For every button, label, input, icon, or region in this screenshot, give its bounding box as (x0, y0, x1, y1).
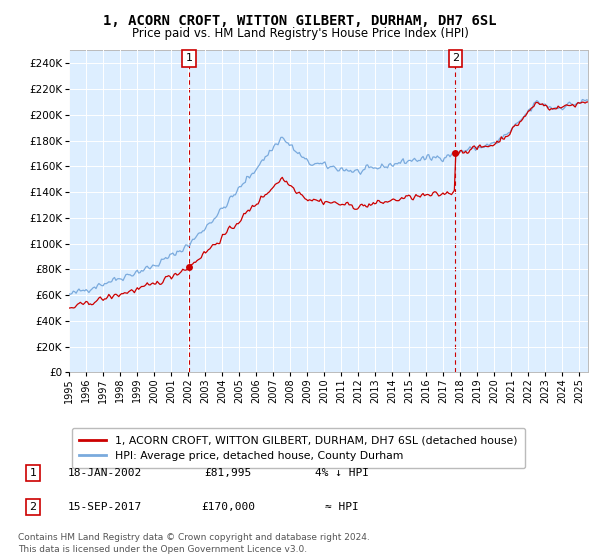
Text: 4% ↓ HPI: 4% ↓ HPI (315, 468, 369, 478)
Text: 1: 1 (185, 53, 193, 63)
Text: 2: 2 (29, 502, 37, 512)
Text: This data is licensed under the Open Government Licence v3.0.: This data is licensed under the Open Gov… (18, 545, 307, 554)
Text: £81,995: £81,995 (205, 468, 251, 478)
Text: Price paid vs. HM Land Registry's House Price Index (HPI): Price paid vs. HM Land Registry's House … (131, 27, 469, 40)
Text: 1: 1 (29, 468, 37, 478)
Text: 15-SEP-2017: 15-SEP-2017 (68, 502, 142, 512)
Text: 18-JAN-2002: 18-JAN-2002 (68, 468, 142, 478)
Text: 2: 2 (452, 53, 459, 63)
Legend: 1, ACORN CROFT, WITTON GILBERT, DURHAM, DH7 6SL (detached house), HPI: Average p: 1, ACORN CROFT, WITTON GILBERT, DURHAM, … (72, 428, 525, 468)
Text: £170,000: £170,000 (201, 502, 255, 512)
Text: ≈ HPI: ≈ HPI (325, 502, 359, 512)
Text: Contains HM Land Registry data © Crown copyright and database right 2024.: Contains HM Land Registry data © Crown c… (18, 533, 370, 542)
Text: 1, ACORN CROFT, WITTON GILBERT, DURHAM, DH7 6SL: 1, ACORN CROFT, WITTON GILBERT, DURHAM, … (103, 14, 497, 28)
